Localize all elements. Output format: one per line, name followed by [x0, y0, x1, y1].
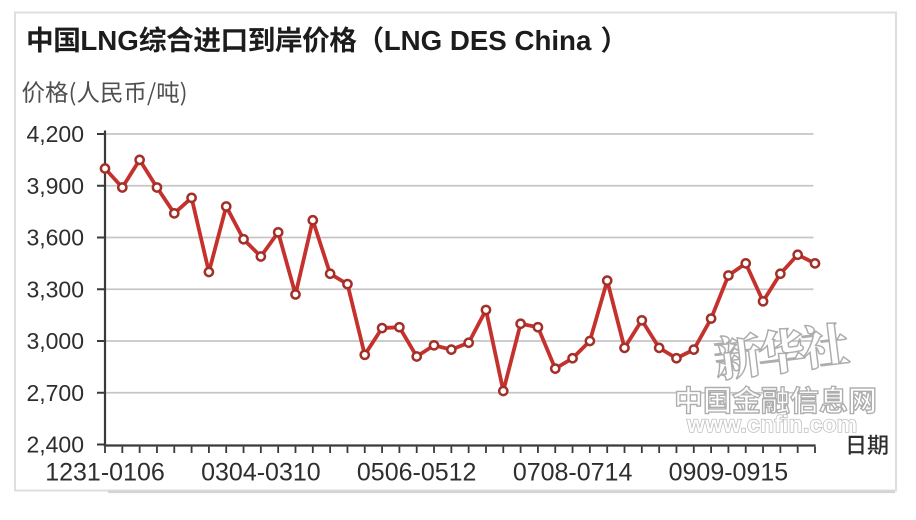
svg-text:LNG DES China: LNG DES China	[384, 25, 592, 56]
svg-text:3,900: 3,900	[26, 173, 84, 199]
svg-text:0909-0915: 0909-0915	[669, 459, 789, 487]
svg-text:3,000: 3,000	[26, 328, 84, 354]
svg-text:2,400: 2,400	[26, 432, 84, 458]
svg-text:0506-0512: 0506-0512	[357, 459, 477, 487]
svg-text:3,600: 3,600	[26, 225, 84, 251]
svg-text:1231-0106: 1231-0106	[45, 459, 165, 487]
svg-text:LNG: LNG	[80, 25, 138, 56]
svg-text:www.cnfin.com: www.cnfin.com	[686, 411, 857, 437]
svg-text:0708-0714: 0708-0714	[513, 459, 633, 487]
svg-text:4,200: 4,200	[26, 121, 84, 147]
svg-text:3,300: 3,300	[26, 276, 84, 302]
svg-text:2,700: 2,700	[26, 380, 84, 406]
svg-text:0304-0310: 0304-0310	[201, 459, 321, 487]
